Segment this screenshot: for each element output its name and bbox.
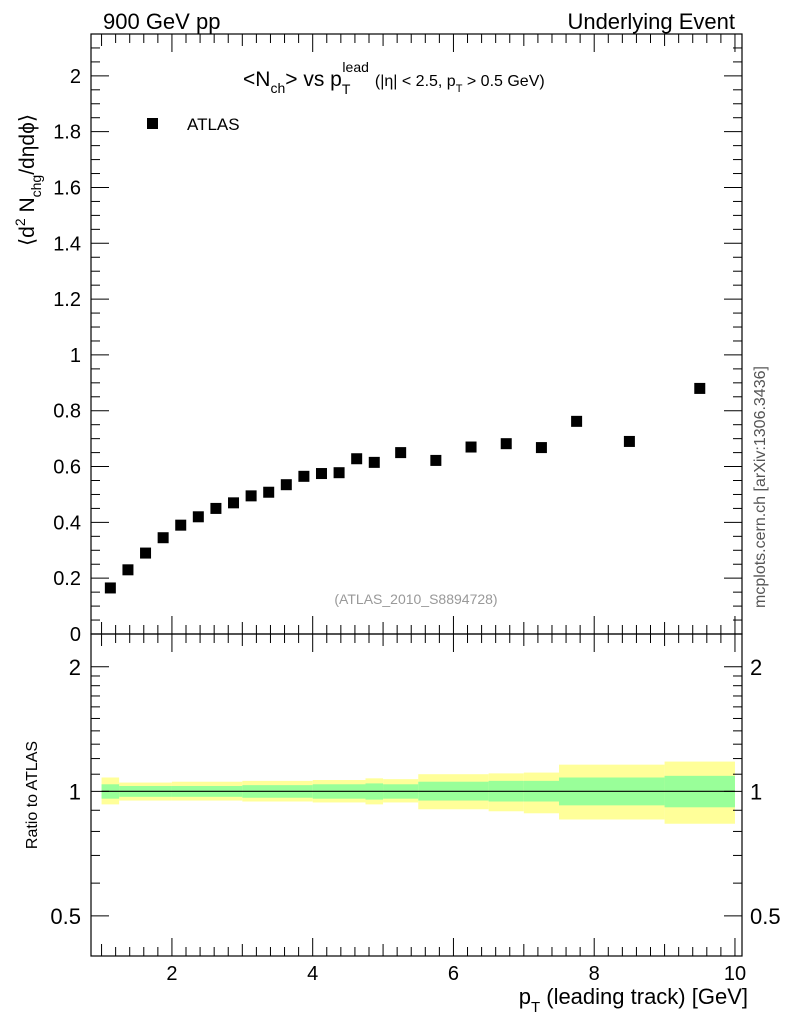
ratio-axis-ticks — [91, 634, 742, 957]
x-tick-labels: 2 4 6 8 10 — [166, 963, 746, 985]
legend-label-atlas: ATLAS — [187, 115, 240, 134]
ratio-y-tick-label: 2 — [69, 655, 81, 680]
legend-marker-atlas — [147, 118, 158, 129]
plot-title: <Nch> vs pTlead(|η| < 2.5, pT > 0.5 GeV) — [243, 59, 545, 97]
main-axis-ticks — [91, 33, 742, 635]
main-y-tick-label: 0.6 — [53, 457, 81, 479]
ratio-plot-panel: 0.5 0.5 1 1 2 2 2 4 6 8 10 Ratio to ATLAS pT (lea… — [24, 633, 781, 1016]
atlas-data-point — [623, 435, 635, 447]
atlas-data-point — [104, 582, 116, 594]
ratio-y-tick-label: 0.5 — [50, 904, 81, 929]
main-y-tick-label: 1 — [70, 345, 81, 367]
atlas-data-point — [263, 486, 275, 498]
main-y-tick-label: 2 — [70, 66, 81, 88]
main-y-tick-label: 0.4 — [53, 512, 81, 534]
atlas-data-point — [228, 497, 240, 509]
atlas-data-point — [192, 511, 204, 523]
header-right: Underlying Event — [567, 9, 735, 34]
x-tick-label: 4 — [307, 963, 318, 985]
main-y-tick-label: 0 — [70, 624, 81, 646]
main-y-tick-label: 0.8 — [53, 401, 81, 423]
atlas-data-markers — [104, 382, 706, 594]
ratio-y-tick-labels: 0.5 0.5 1 1 2 2 — [50, 655, 780, 929]
main-y-tick-labels: 0 0.2 0.4 0.6 0.8 1 1.2 1.4 1.6 1.8 2 — [53, 66, 81, 646]
atlas-data-point — [140, 547, 152, 559]
atlas-data-point — [210, 502, 222, 514]
atlas-data-point — [245, 490, 257, 502]
header-left: 900 GeV pp — [103, 9, 220, 34]
x-tick-label: 8 — [589, 963, 600, 985]
x-tick-label: 10 — [724, 963, 746, 985]
main-y-tick-label: 1.2 — [53, 289, 81, 311]
main-y-axis-label: ⟨d2 Nchg/dηdϕ⟩ — [12, 114, 44, 246]
atlas-data-point — [351, 453, 363, 465]
main-plot-panel: 0 0.2 0.4 0.6 0.8 1 1.2 1.4 1.6 1.8 2 <Nch> vs pTl… — [12, 33, 743, 646]
ratio-y-tick-label: 1 — [69, 779, 81, 804]
atlas-data-point — [157, 532, 169, 544]
atlas-data-point — [298, 470, 310, 482]
atlas-data-point — [280, 479, 292, 491]
ratio-plot-frame — [90, 633, 743, 957]
atlas-data-point — [465, 441, 477, 453]
analysis-label: (ATLAS_2010_S8894728) — [334, 591, 497, 607]
main-y-tick-label: 1.6 — [53, 177, 81, 199]
atlas-data-point — [315, 468, 327, 480]
ratio-y-tick-label-right: 1 — [750, 779, 762, 804]
ratio-y-tick-label-right: 0.5 — [750, 904, 781, 929]
atlas-data-point — [430, 454, 442, 466]
atlas-data-point — [122, 564, 134, 576]
atlas-data-point — [175, 519, 187, 531]
side-watermark-label: mcplots.cern.ch [arXiv:1306.3436] — [752, 366, 769, 608]
x-tick-label: 2 — [166, 963, 177, 985]
x-tick-label: 6 — [448, 963, 459, 985]
atlas-data-point — [395, 447, 407, 459]
atlas-data-point — [571, 415, 583, 427]
ratio-uncertainty-bands — [101, 761, 735, 824]
main-y-tick-label: 1.4 — [53, 233, 81, 255]
ratio-y-tick-label-right: 2 — [750, 655, 762, 680]
x-axis-label: pT (leading track) [GeV] — [519, 984, 748, 1016]
atlas-data-point — [694, 382, 706, 394]
atlas-data-point — [535, 442, 547, 454]
atlas-data-point — [368, 456, 380, 468]
main-y-tick-label: 1.8 — [53, 122, 81, 144]
main-y-tick-label: 0.2 — [53, 568, 81, 590]
atlas-data-point — [333, 467, 345, 479]
atlas-data-point — [500, 438, 512, 450]
ratio-y-axis-label: Ratio to ATLAS — [24, 741, 41, 849]
